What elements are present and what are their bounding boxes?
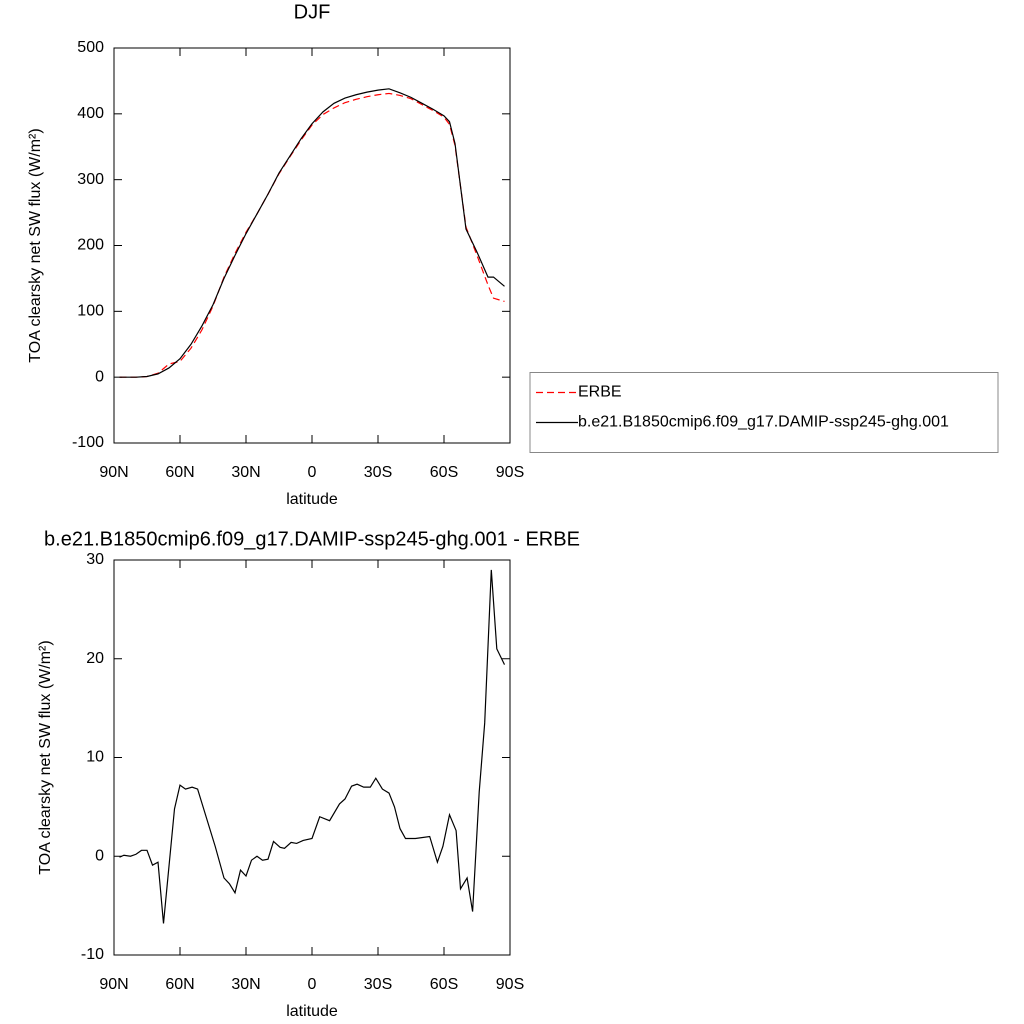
x-axis-label: latitude — [286, 1003, 338, 1020]
x-tick-label: 30N — [231, 464, 260, 481]
x-tick-label: 90S — [496, 464, 524, 481]
y-tick-label: 30 — [86, 551, 104, 568]
legend-label: b.e21.B1850cmip6.f09_g17.DAMIP-ssp245-gh… — [578, 414, 949, 431]
x-tick-label: 30S — [364, 464, 392, 481]
x-tick-label: 60N — [165, 976, 194, 993]
chart-title: DJF — [294, 1, 331, 23]
series-line — [119, 88, 505, 378]
y-tick-label: 0 — [95, 368, 104, 385]
y-tick-label: -100 — [72, 434, 104, 451]
y-tick-label: 300 — [77, 171, 104, 188]
legend-label: ERBE — [578, 384, 622, 401]
series-line — [119, 569, 506, 924]
x-tick-label: 90N — [99, 464, 128, 481]
y-tick-label: 0 — [95, 847, 104, 864]
x-tick-label: 60N — [165, 464, 194, 481]
chart-title: b.e21.B1850cmip6.f09_g17.DAMIP-ssp245-gh… — [44, 528, 580, 550]
legend-box — [529, 372, 999, 453]
y-axis-label: TOA clearsky net SW flux (W/m²) — [37, 640, 54, 874]
x-tick-label: 90N — [99, 976, 128, 993]
y-axis-label: TOA clearsky net SW flux (W/m²) — [27, 128, 44, 362]
y-tick-label: -10 — [81, 946, 104, 963]
y-tick-label: 400 — [77, 105, 104, 122]
x-tick-label: 60S — [430, 976, 458, 993]
y-tick-label: 10 — [86, 749, 104, 766]
x-tick-label: 0 — [308, 464, 317, 481]
plot-frame — [113, 559, 511, 956]
x-tick-label: 90S — [496, 976, 524, 993]
x-tick-label: 30S — [364, 976, 392, 993]
y-tick-label: 20 — [86, 650, 104, 667]
x-tick-label: 30N — [231, 976, 260, 993]
x-axis-label: latitude — [286, 491, 338, 508]
y-tick-label: 500 — [77, 39, 104, 56]
series-line — [119, 92, 505, 378]
y-tick-label: 100 — [77, 303, 104, 320]
x-tick-label: 60S — [430, 464, 458, 481]
x-tick-label: 0 — [308, 976, 317, 993]
y-tick-label: 200 — [77, 237, 104, 254]
plot-frame — [113, 47, 511, 444]
